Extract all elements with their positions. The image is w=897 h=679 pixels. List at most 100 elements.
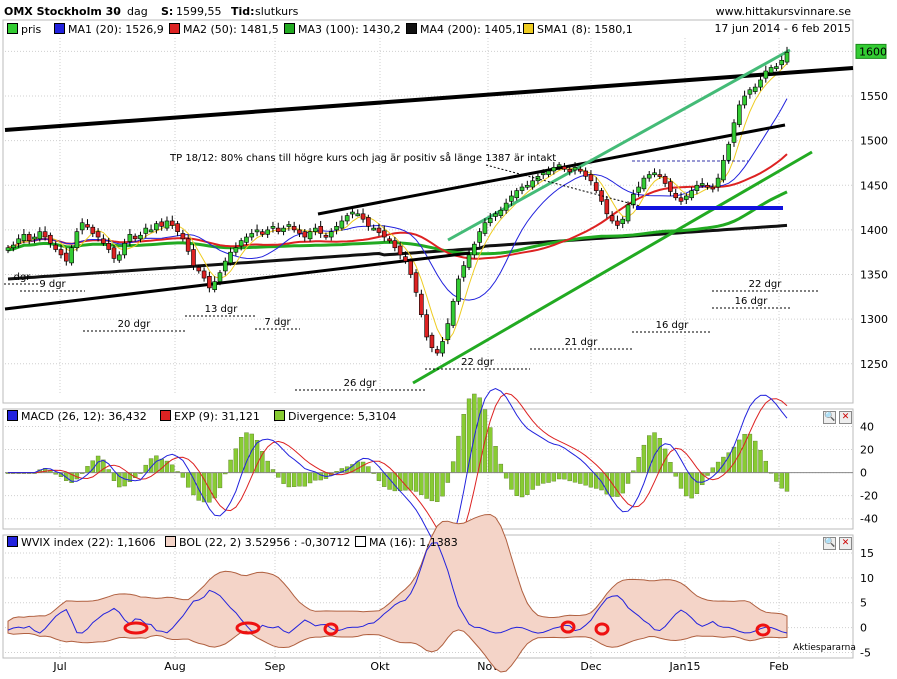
- legend-item-divergence: Divergence: 5,3104: [274, 410, 396, 423]
- tp-arrow: [485, 164, 641, 207]
- histogram-bar: [684, 472, 689, 497]
- wvix-swatch: [7, 536, 18, 547]
- candle: [69, 247, 74, 264]
- histogram-bar: [562, 472, 567, 480]
- candle: [10, 244, 16, 249]
- candle: [355, 213, 361, 217]
- histogram-bar: [276, 472, 281, 478]
- histogram-bar: [488, 427, 493, 473]
- macd-close-icon[interactable]: ✕: [839, 411, 852, 424]
- legend-item-wvix: WVIX index (22): 1,1606: [7, 536, 156, 549]
- candle: [477, 231, 482, 243]
- candle: [169, 220, 175, 226]
- candle: [101, 238, 106, 244]
- histogram-bar: [440, 472, 445, 497]
- candle: [154, 223, 159, 231]
- candle: [37, 231, 43, 240]
- histogram-bar: [509, 472, 514, 490]
- x-tick-label: Dec: [580, 660, 601, 673]
- histogram-bar: [541, 472, 546, 484]
- trendlines: [4, 48, 854, 385]
- ma3-swatch: [284, 23, 295, 34]
- y-tick-label: -20: [860, 490, 878, 503]
- legend-label: MA (16): 1,1383: [369, 536, 458, 549]
- ma2-line: [7, 153, 788, 260]
- candle: [323, 234, 329, 238]
- ma4-line: [7, 223, 788, 281]
- candle: [307, 231, 313, 240]
- candle: [260, 231, 265, 235]
- histogram-bar: [355, 461, 360, 473]
- interval-label: 7 dgr: [264, 317, 291, 328]
- histogram-bar: [424, 472, 429, 499]
- histogram-bar: [551, 472, 557, 482]
- bollinger-band: [7, 513, 788, 673]
- legend-label: WVIX index (22): 1,1606: [21, 536, 156, 549]
- histogram-bar: [779, 472, 784, 489]
- candle: [593, 182, 599, 191]
- ma1-swatch: [54, 23, 65, 34]
- candle: [222, 260, 228, 272]
- panel-frame: [2, 408, 854, 530]
- histogram-bar: [297, 472, 302, 487]
- panel-frame: [2, 534, 854, 659]
- candle: [238, 240, 244, 247]
- histogram-bar: [641, 444, 647, 473]
- macd-zoom-icon[interactable]: 🔍: [823, 411, 836, 424]
- candle: [445, 323, 451, 340]
- candle: [572, 167, 578, 171]
- legend-label: MA4 (200): 1405,1: [420, 23, 523, 36]
- candle: [699, 183, 705, 186]
- wvix-line: [7, 542, 788, 634]
- x-tick-label: Jan15: [669, 660, 701, 673]
- ma1-line: [7, 98, 788, 301]
- candle: [159, 221, 164, 227]
- candle: [434, 349, 440, 354]
- candle: [95, 231, 101, 238]
- interval-label: 20 dgr: [118, 319, 152, 330]
- legend-item-ma2: MA2 (50): 1481,5: [169, 23, 279, 36]
- candle: [397, 245, 403, 256]
- candle: [201, 270, 207, 279]
- vix-close-icon[interactable]: ✕: [839, 537, 852, 550]
- histogram-bar: [302, 472, 307, 487]
- histogram-bar: [694, 472, 700, 495]
- candle: [752, 86, 758, 92]
- candle: [583, 170, 588, 177]
- candle: [429, 334, 435, 348]
- candle: [175, 223, 180, 232]
- candle: [334, 226, 339, 231]
- y-tick-label: 1300: [860, 313, 888, 326]
- candle: [275, 227, 281, 232]
- x-tick-label: Jul: [52, 660, 66, 673]
- histogram-bar: [111, 472, 117, 481]
- candle: [668, 181, 673, 192]
- histogram-bar: [265, 460, 270, 473]
- candle: [191, 249, 196, 266]
- candle: [79, 222, 85, 231]
- histogram-bar: [445, 472, 451, 483]
- interval-label: 16 dgr: [656, 320, 690, 331]
- histogram-bar: [747, 433, 753, 473]
- watermark: Aktiespararna: [793, 643, 856, 653]
- histogram-bar: [286, 472, 292, 488]
- interval-label: 22 dgr: [461, 357, 495, 368]
- histogram-bar: [525, 472, 530, 495]
- candle: [556, 164, 562, 168]
- candle: [631, 193, 636, 206]
- candle: [525, 184, 530, 188]
- candle: [164, 220, 170, 229]
- candle: [217, 272, 223, 282]
- histogram-bar: [530, 472, 535, 490]
- candle: [450, 300, 456, 326]
- candle: [758, 79, 763, 88]
- candle: [16, 238, 21, 244]
- legend-label: SMA1 (8): 1580,1: [537, 23, 633, 36]
- legend-item-price: pris: [7, 23, 41, 36]
- x-tick-label: Sep: [265, 660, 286, 673]
- vix-zoom-icon[interactable]: 🔍: [823, 537, 836, 550]
- histogram-bar: [567, 472, 572, 482]
- candle: [726, 143, 732, 161]
- candle: [567, 168, 573, 173]
